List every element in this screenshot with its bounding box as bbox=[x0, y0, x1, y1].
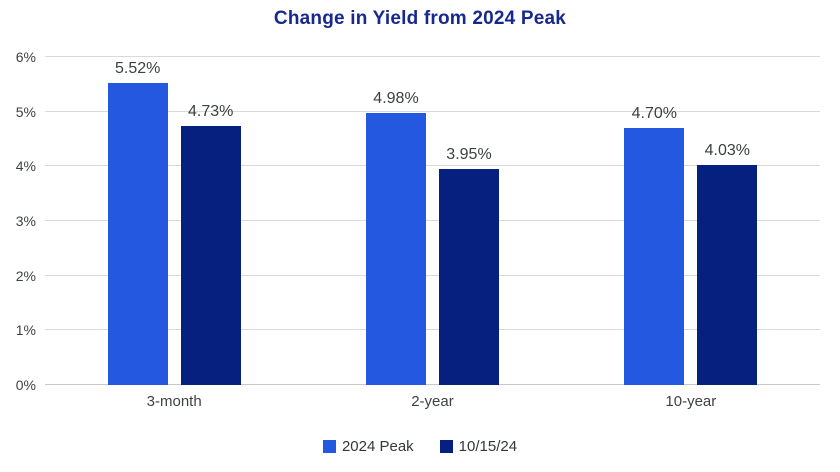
gridline-0 bbox=[45, 384, 820, 385]
gridline-1 bbox=[45, 329, 820, 331]
gridline-3 bbox=[45, 220, 820, 221]
bar-10-15-24-10-year[interactable]: 4.03% bbox=[697, 142, 758, 385]
gridline-2 bbox=[45, 274, 820, 276]
bar-2024-peak-3-month[interactable]: 5.52% bbox=[107, 60, 168, 385]
bar-2024-peak-10-year[interactable]: 4.70% bbox=[624, 105, 685, 385]
x-axis: 3-month 2-year 10-year bbox=[45, 393, 820, 410]
bar-value-label: 4.70% bbox=[631, 105, 677, 123]
y-tick-label-3: 3% bbox=[15, 213, 36, 229]
bar-value-label: 5.52% bbox=[114, 60, 161, 78]
y-tick-label-5: 5% bbox=[15, 103, 36, 120]
chart-title: Change in Yield from 2024 Peak bbox=[273, 8, 567, 29]
legend-item-2024-peak[interactable]: 2024 Peak bbox=[322, 438, 414, 455]
y-tick-label-2: 2% bbox=[15, 267, 36, 284]
x-axis-label-3-month: 3-month bbox=[146, 393, 202, 410]
bar-10-15-24-3-month[interactable]: 4.73% bbox=[180, 103, 241, 385]
legend: 2024 Peak 10/15/24 bbox=[0, 438, 840, 455]
bar-group-3-month: 5.52% 4.73% bbox=[45, 57, 303, 385]
bar-group-10-year: 4.70% 4.03% bbox=[562, 57, 820, 385]
y-tick-label-1: 1% bbox=[15, 322, 36, 339]
x-axis-label-10-year: 10-year bbox=[665, 393, 717, 410]
y-tick-label-4: 4% bbox=[15, 158, 36, 175]
bar-value-label: 4.03% bbox=[704, 141, 750, 159]
bar-2024-peak-2-year[interactable]: 4.98% bbox=[365, 90, 426, 385]
legend-swatch-icon bbox=[439, 440, 453, 453]
bar-value-label: 4.73% bbox=[187, 103, 234, 121]
x-axis-label-2-year: 2-year bbox=[411, 393, 454, 410]
bar-value-label: 4.98% bbox=[373, 89, 419, 107]
gridline-5 bbox=[45, 110, 820, 112]
y-tick-label-0: 0% bbox=[15, 377, 36, 393]
bar-group-2-year: 4.98% 3.95% bbox=[303, 57, 561, 385]
bar-10-15-24-2-year[interactable]: 3.95% bbox=[438, 146, 499, 385]
legend-swatch-icon bbox=[322, 440, 336, 453]
y-tick-label-6: 6% bbox=[15, 49, 36, 65]
gridline-6 bbox=[45, 56, 820, 57]
gridline-4 bbox=[45, 165, 820, 167]
legend-item-10-15-24[interactable]: 10/15/24 bbox=[439, 438, 518, 455]
legend-label: 2024 Peak bbox=[341, 438, 414, 455]
bar-value-label: 3.95% bbox=[446, 146, 492, 164]
plot-area: 5.52% 4.73% 4.98% 3.95% 4.70% 4.03% bbox=[45, 56, 820, 385]
y-axis: 0% 1% 2% 3% 4% 5% 6% bbox=[0, 49, 36, 393]
bar-groups: 5.52% 4.73% 4.98% 3.95% 4.70% 4.03% bbox=[45, 57, 820, 385]
legend-label: 10/15/24 bbox=[458, 438, 518, 455]
